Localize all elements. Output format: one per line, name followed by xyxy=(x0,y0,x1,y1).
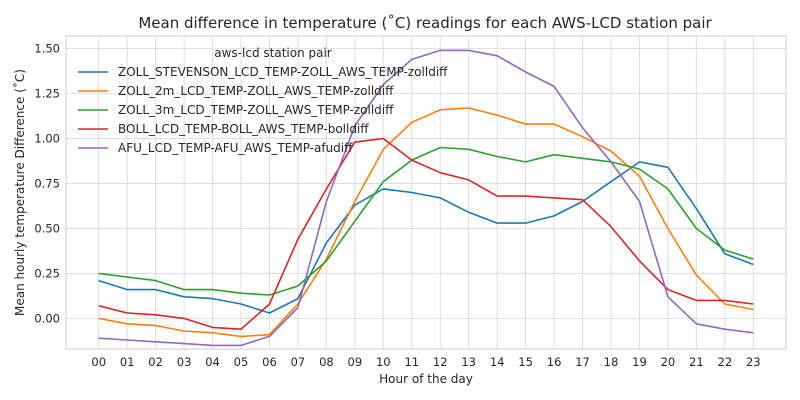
x-tick-label: 11 xyxy=(404,355,419,369)
legend: aws-lcd station pair ZOLL_STEVENSON_LCD_… xyxy=(78,46,448,155)
x-tick-label: 05 xyxy=(234,355,249,369)
x-tick-label: 23 xyxy=(746,355,761,369)
legend-entry-1: ZOLL_STEVENSON_LCD_TEMP-ZOLL_AWS_TEMP-zo… xyxy=(118,65,448,79)
x-tick-label: 03 xyxy=(177,355,192,369)
series-line-4 xyxy=(98,137,754,331)
series-line-2 xyxy=(98,107,754,338)
plot-area xyxy=(66,36,786,349)
x-tick-label: 18 xyxy=(604,355,619,369)
x-tick-label: 22 xyxy=(718,355,733,369)
x-tick-label: 21 xyxy=(689,355,704,369)
y-tick-label: 1.50 xyxy=(34,42,60,56)
legend-title: aws-lcd station pair xyxy=(214,46,332,60)
legend-entry-3: ZOLL_3m_LCD_TEMP-ZOLL_AWS_TEMP-zolldiff xyxy=(118,103,394,117)
x-tick-label: 15 xyxy=(518,355,533,369)
x-tick-label: 13 xyxy=(461,355,476,369)
series-lines xyxy=(98,49,754,347)
y-tick-label: 1.25 xyxy=(34,87,60,101)
x-tick-label: 14 xyxy=(490,355,505,369)
y-axis-ticks: 0.00 0.25 0.50 0.75 1.00 1.25 1.50 xyxy=(34,42,60,326)
x-tick-label: 19 xyxy=(632,355,647,369)
x-tick-label: 04 xyxy=(205,355,220,369)
series-line-5 xyxy=(98,49,754,347)
legend-entry-5: AFU_LCD_TEMP-AFU_AWS_TEMP-afudiff xyxy=(118,141,353,155)
plot-frame xyxy=(65,35,787,350)
x-tick-label: 08 xyxy=(319,355,334,369)
x-tick-label: 16 xyxy=(547,355,562,369)
x-tick-label: 00 xyxy=(91,355,106,369)
x-tick-label: 07 xyxy=(291,355,306,369)
series-line-1 xyxy=(98,161,754,314)
x-tick-label: 17 xyxy=(575,355,590,369)
legend-entry-4: BOLL_LCD_TEMP-BOLL_AWS_TEMP-bolldiff xyxy=(118,122,369,136)
y-tick-label: 0.75 xyxy=(34,177,60,191)
gridlines xyxy=(66,36,786,349)
x-tick-label: 02 xyxy=(148,355,163,369)
x-tick-label: 12 xyxy=(433,355,448,369)
y-tick-label: 0.25 xyxy=(34,266,60,280)
x-tick-label: 06 xyxy=(262,355,277,369)
x-tick-label: 09 xyxy=(348,355,363,369)
legend-entry-2: ZOLL_2m_LCD_TEMP-ZOLL_AWS_TEMP-zolldiff xyxy=(118,84,394,98)
y-tick-label: 0.00 xyxy=(34,311,60,325)
x-axis-ticks: 00 01 02 03 04 05 06 07 08 09 10 11 12 13 14 15 16 17 18 19… xyxy=(91,355,760,369)
y-tick-label: 1.00 xyxy=(34,132,60,146)
series-line-3 xyxy=(98,146,754,296)
y-tick-label: 0.50 xyxy=(34,221,60,235)
chart-title: Mean difference in temperature (˚C) read… xyxy=(138,14,712,32)
y-axis-label: Mean hourly temperature Difference (˚C) xyxy=(12,69,27,316)
x-tick-label: 20 xyxy=(661,355,676,369)
x-tick-label: 10 xyxy=(376,355,391,369)
x-tick-label: 01 xyxy=(120,355,135,369)
x-axis-label: Hour of the day xyxy=(379,372,473,386)
